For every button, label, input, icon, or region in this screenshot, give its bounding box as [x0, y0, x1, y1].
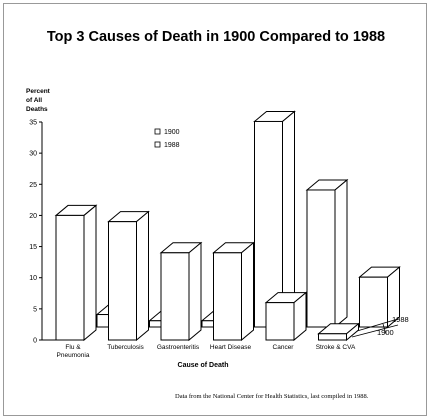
- y-axis-label-line-3: Deaths: [26, 106, 48, 113]
- category-label: Heart Disease: [210, 344, 252, 351]
- category-label: Cancer: [273, 344, 295, 351]
- category-label: Flu &: [65, 344, 81, 351]
- bar-1900-1: [107, 210, 150, 342]
- bar-1900-4: [264, 291, 308, 342]
- x-axis-label: Cause of Death: [178, 362, 229, 369]
- legend-swatch-1988: [154, 141, 161, 148]
- bar-1900-2: [159, 241, 203, 342]
- y-tick-label: 30: [29, 151, 37, 158]
- legend: 1900 1988: [154, 128, 180, 149]
- category-label: Gastroenteritis: [157, 344, 200, 351]
- bar-1900-0: [54, 204, 98, 342]
- bar-1988-5: [358, 266, 401, 329]
- category-label: Pneumonia: [57, 352, 90, 359]
- y-axis: 0 5 10 15 20 25 30 35: [29, 120, 56, 345]
- y-tick-label: 35: [29, 120, 37, 127]
- legend-swatch-1900: [154, 128, 161, 135]
- source-note: Data from the National Center for Health…: [175, 393, 369, 400]
- chart-title: Top 3 Causes of Death in 1900 Compared t…: [47, 29, 385, 45]
- y-tick-label: 0: [33, 338, 37, 345]
- bar-1900-3: [212, 241, 255, 342]
- bar-1900-5: [317, 322, 360, 342]
- depth-label-1988: 1988: [392, 315, 409, 324]
- y-tick-label: 15: [29, 244, 37, 251]
- y-axis-label-line-2: of All: [26, 97, 42, 104]
- category-labels: Flu &Pneumonia Tuberculosis Gastroenteriti…: [57, 344, 356, 359]
- category-label: Tuberculosis: [107, 344, 144, 351]
- depth-label-1900: 1900: [377, 328, 394, 337]
- y-tick-label: 10: [29, 275, 37, 282]
- y-tick-label: 25: [29, 182, 37, 189]
- depth-axis: 1988 1900: [351, 315, 409, 338]
- series-1900-bars: [54, 204, 360, 342]
- legend-entry-1988: 1988: [164, 142, 180, 149]
- y-axis-label-line-1: Percent: [26, 88, 51, 95]
- bar-1988-4: [305, 178, 349, 329]
- y-tick-label: 5: [33, 306, 37, 313]
- legend-entry-1900: 1900: [164, 129, 180, 136]
- y-tick-label: 20: [29, 213, 37, 220]
- category-label: Stroke & CVA: [316, 344, 356, 351]
